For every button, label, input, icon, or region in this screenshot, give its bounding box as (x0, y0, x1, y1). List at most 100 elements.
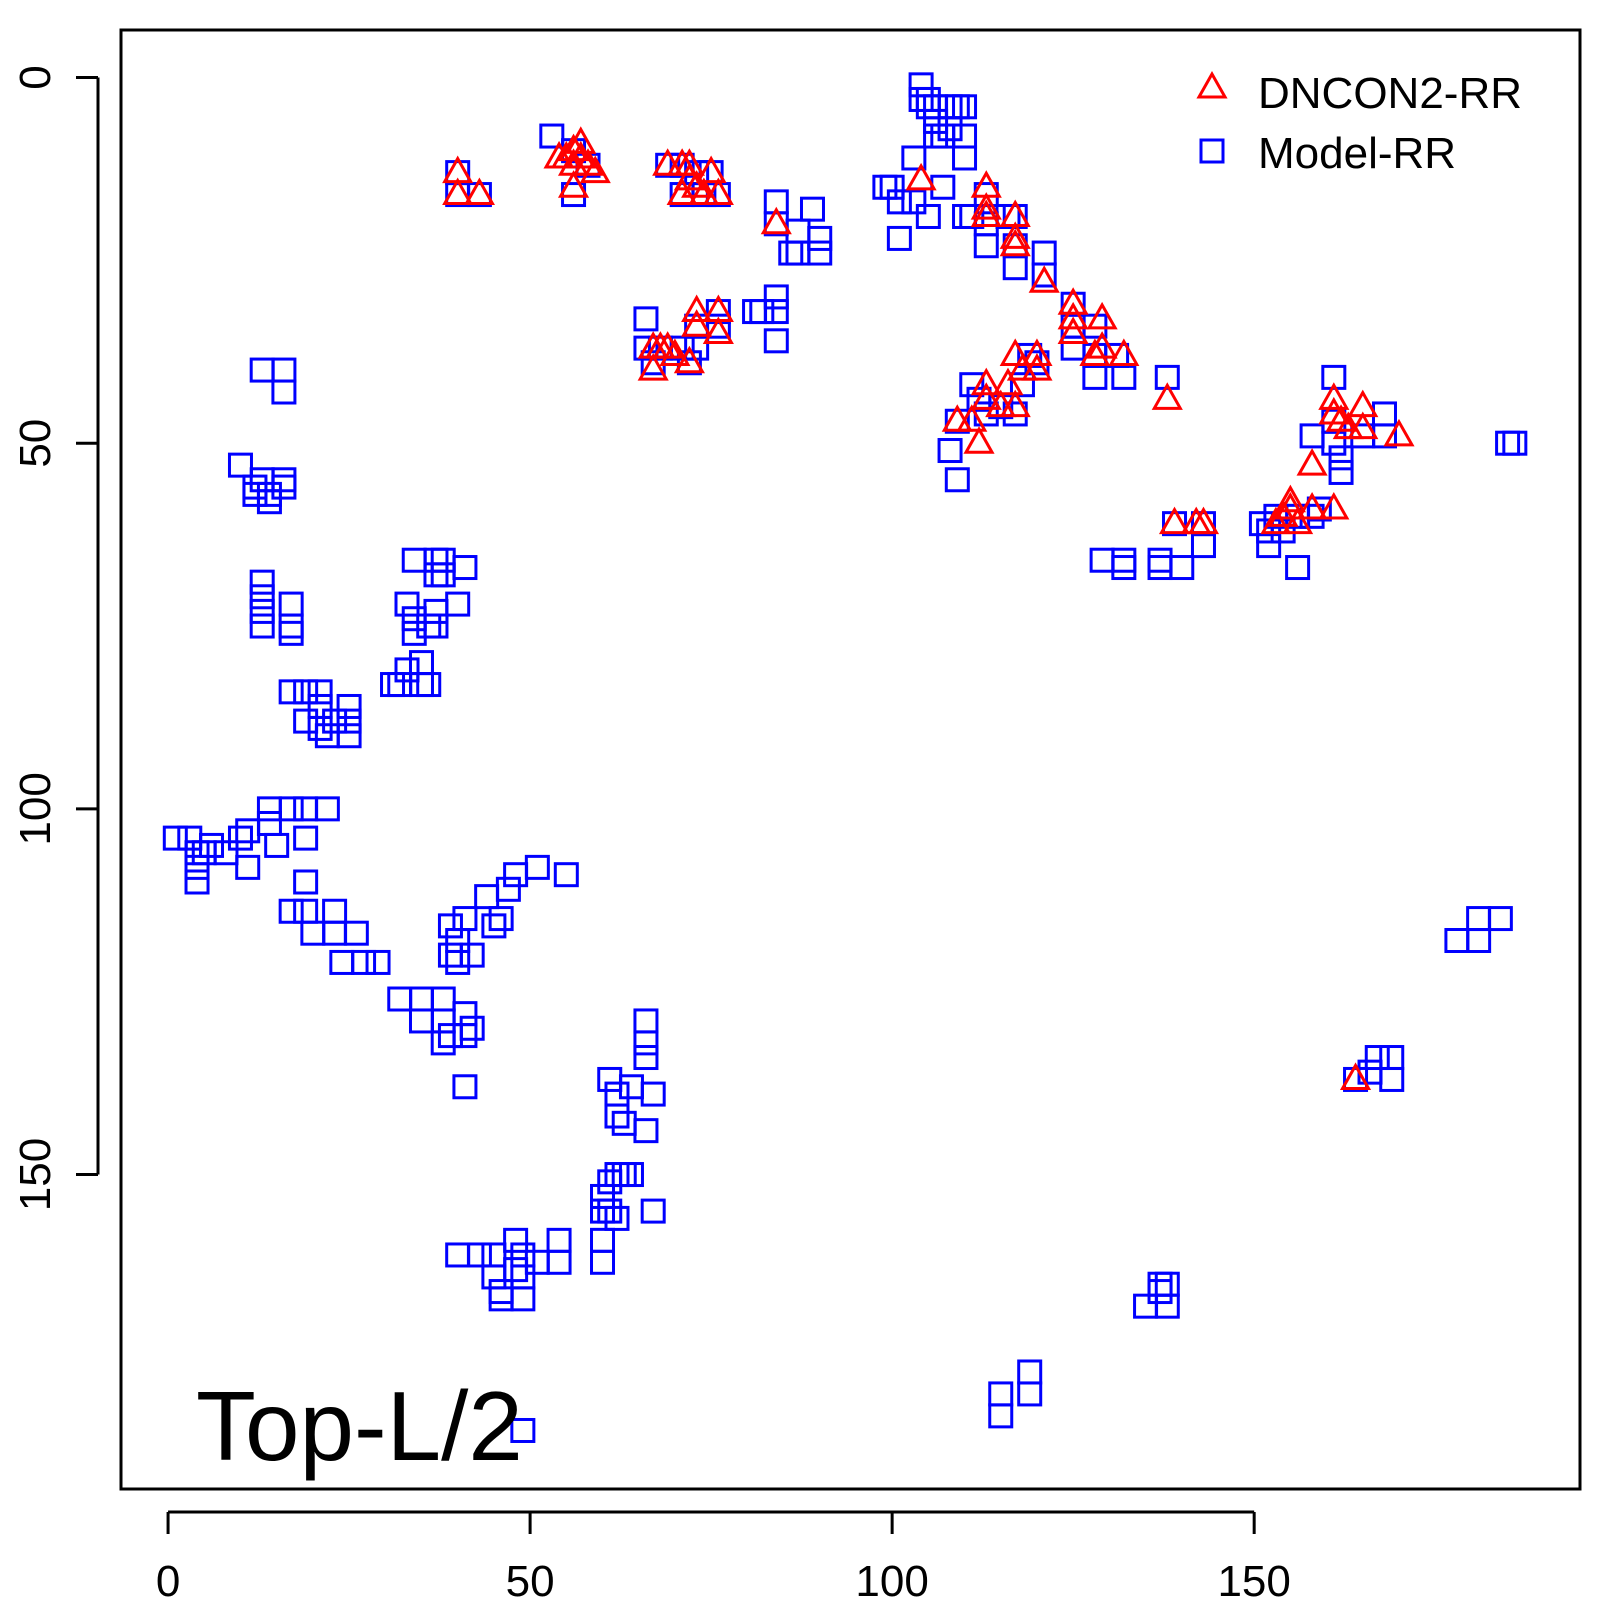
model-rr-point (322, 920, 348, 946)
model-rr-point (1154, 364, 1180, 390)
model-rr-point (503, 862, 529, 888)
model-rr-point (510, 1286, 536, 1312)
model-rr-point (191, 840, 217, 866)
model-rr-point (908, 72, 934, 98)
model-rr-point (307, 679, 333, 705)
legend-square-marker (1199, 138, 1225, 164)
model-rr-point (430, 1030, 456, 1056)
model-rr-point (423, 613, 449, 639)
model-rr-point (597, 1066, 623, 1092)
model-rr-point (249, 613, 275, 639)
model-rr-point (452, 1023, 478, 1049)
y-tick-label: 100 (11, 772, 60, 845)
model-rr-point (1306, 496, 1332, 522)
model-rr-point (488, 1286, 514, 1312)
dncon2-rr-point (681, 294, 713, 323)
model-rr-point (314, 723, 340, 749)
dncon2-rr-point (999, 338, 1031, 366)
model-rr-point (604, 1103, 630, 1129)
model-rr-point (307, 715, 333, 741)
model-rr-point (923, 94, 949, 120)
model-rr-point (459, 942, 485, 968)
model-rr-point (293, 708, 319, 734)
model-rr-point (1364, 1045, 1390, 1071)
model-rr-point (952, 123, 978, 149)
dncon2-rr-point (970, 192, 1002, 220)
dncon2-rr-point (637, 353, 669, 381)
model-rr-point (553, 862, 579, 888)
dncon2-rr-point (1108, 338, 1140, 366)
model-rr-point (416, 613, 442, 639)
dncon2-rr-point (695, 155, 727, 184)
model-rr-point (249, 598, 275, 624)
model-rr-point (633, 335, 659, 361)
model-rr-point (944, 94, 970, 120)
model-rr-point (1002, 255, 1028, 281)
model-rr-point (452, 906, 478, 932)
model-rr-point (705, 313, 731, 339)
y-tick-label: 150 (11, 1138, 60, 1211)
model-rr-point (1060, 335, 1086, 361)
model-rr-point (785, 240, 811, 266)
dncon2-rr-point (1086, 301, 1118, 330)
model-rr-point (1299, 423, 1325, 449)
model-rr-point (481, 1242, 507, 1268)
legend: DNCON2-RR Model-RR (1196, 69, 1522, 178)
model-rr-point (249, 357, 275, 383)
x-tick-label: 0 (156, 1557, 180, 1600)
dncon2-rr-point (666, 177, 698, 206)
x-tick-label: 100 (855, 1557, 928, 1600)
model-rr-point (437, 913, 463, 939)
model-rr-point (590, 1183, 616, 1209)
dncon2-rr-point (702, 316, 734, 345)
model-rr-point (278, 591, 304, 617)
model-rr-point (430, 1008, 456, 1034)
model-rr-point (423, 562, 449, 588)
model-rr-point (799, 196, 825, 222)
model-rr-point (503, 1227, 529, 1253)
model-rr-point (640, 1198, 666, 1224)
model-rr-point (271, 379, 297, 405)
model-rr-point (1017, 1381, 1043, 1407)
model-rr-point (256, 489, 282, 515)
dncon2-rr-point (1079, 338, 1111, 366)
model-rr-point (271, 357, 297, 383)
model-rr-point (452, 555, 478, 581)
model-rr-point (1147, 547, 1173, 573)
model-rr-point (763, 299, 789, 325)
model-rr-point (1154, 1271, 1180, 1297)
model-rr-point (256, 796, 282, 822)
model-rr-point (300, 920, 326, 946)
model-rr-point (408, 650, 434, 676)
model-rr-point (959, 372, 985, 398)
model-rr-point (408, 986, 434, 1012)
model-rr-point (474, 884, 500, 910)
model-rr-point (1082, 364, 1108, 390)
model-rr-point (271, 474, 297, 500)
legend-label-model-rr: Model-RR (1258, 129, 1456, 178)
model-rr-point (445, 949, 471, 975)
dncon2-rr-point (970, 199, 1002, 227)
model-rr-point (807, 240, 833, 266)
model-rr-point (546, 1227, 572, 1253)
model-rr-point (597, 1198, 623, 1224)
model-rr-point (423, 598, 449, 624)
model-rr-point (387, 672, 413, 698)
model-rr-point (1147, 1279, 1173, 1305)
model-rr-point (952, 203, 978, 229)
model-rr-point (278, 679, 304, 705)
dncon2-rr-point (1187, 506, 1220, 535)
model-rr-point (1147, 555, 1173, 581)
model-rr-point (604, 1081, 630, 1107)
dncon2-rr-point (673, 345, 705, 374)
model-rr-point (177, 825, 203, 851)
model-rr-point (1009, 372, 1035, 398)
model-rr-point (481, 1264, 507, 1290)
model-rr-point (1190, 533, 1216, 559)
dncon2-rr-point (1267, 499, 1299, 527)
model-rr-point (1502, 430, 1528, 456)
model-rr-point (256, 810, 282, 836)
dncon2-rr-point (463, 177, 495, 206)
model-rr-point (387, 986, 413, 1012)
model-rr-point (278, 796, 304, 822)
